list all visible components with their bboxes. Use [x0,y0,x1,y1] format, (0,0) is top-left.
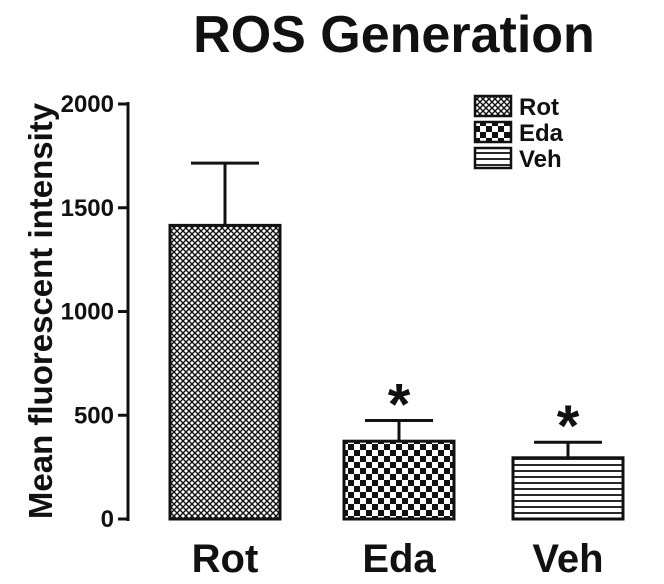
bar-veh [511,456,625,521]
y-axis-label: Mean fluorescent intensity [22,102,59,519]
chart-title: ROS Generation [193,6,595,64]
bars-group: * * [168,161,625,521]
significance-star-eda: * [388,372,411,437]
legend-label-rot: Rot [519,94,559,121]
x-axis-labels: Rot Eda Veh [192,537,604,581]
significance-star-veh: * [557,394,580,459]
legend-swatch-eda [473,120,513,144]
bar-rot [168,223,282,521]
y-axis: 0 500 1000 1500 2000 [61,91,130,533]
y-tick-label: 2000 [61,91,114,118]
legend-label-eda: Eda [519,120,564,147]
legend-swatch-rot [473,94,513,118]
x-tick-label-rot: Rot [192,537,259,581]
x-tick-label-veh: Veh [532,537,603,581]
y-tick-label: 1500 [61,195,114,222]
bar-eda [342,439,456,521]
x-tick-label-eda: Eda [362,537,436,581]
legend-label-veh: Veh [519,146,562,173]
y-tick-label: 1000 [61,299,114,326]
y-tick-label: 0 [101,506,114,533]
legend-swatch-veh [473,146,513,170]
y-tick-label: 500 [74,402,114,429]
